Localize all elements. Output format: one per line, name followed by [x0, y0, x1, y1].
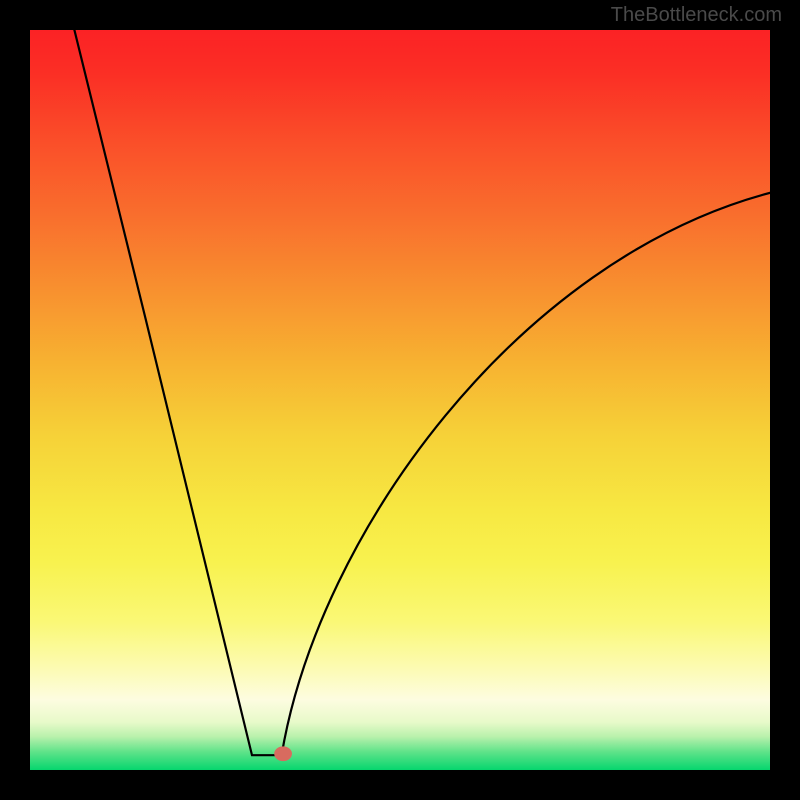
watermark-text: TheBottleneck.com [611, 4, 782, 27]
gradient-background [30, 30, 770, 770]
optimal-point-marker [274, 746, 292, 761]
plot-area [30, 30, 770, 770]
bottleneck-chart [30, 30, 770, 770]
